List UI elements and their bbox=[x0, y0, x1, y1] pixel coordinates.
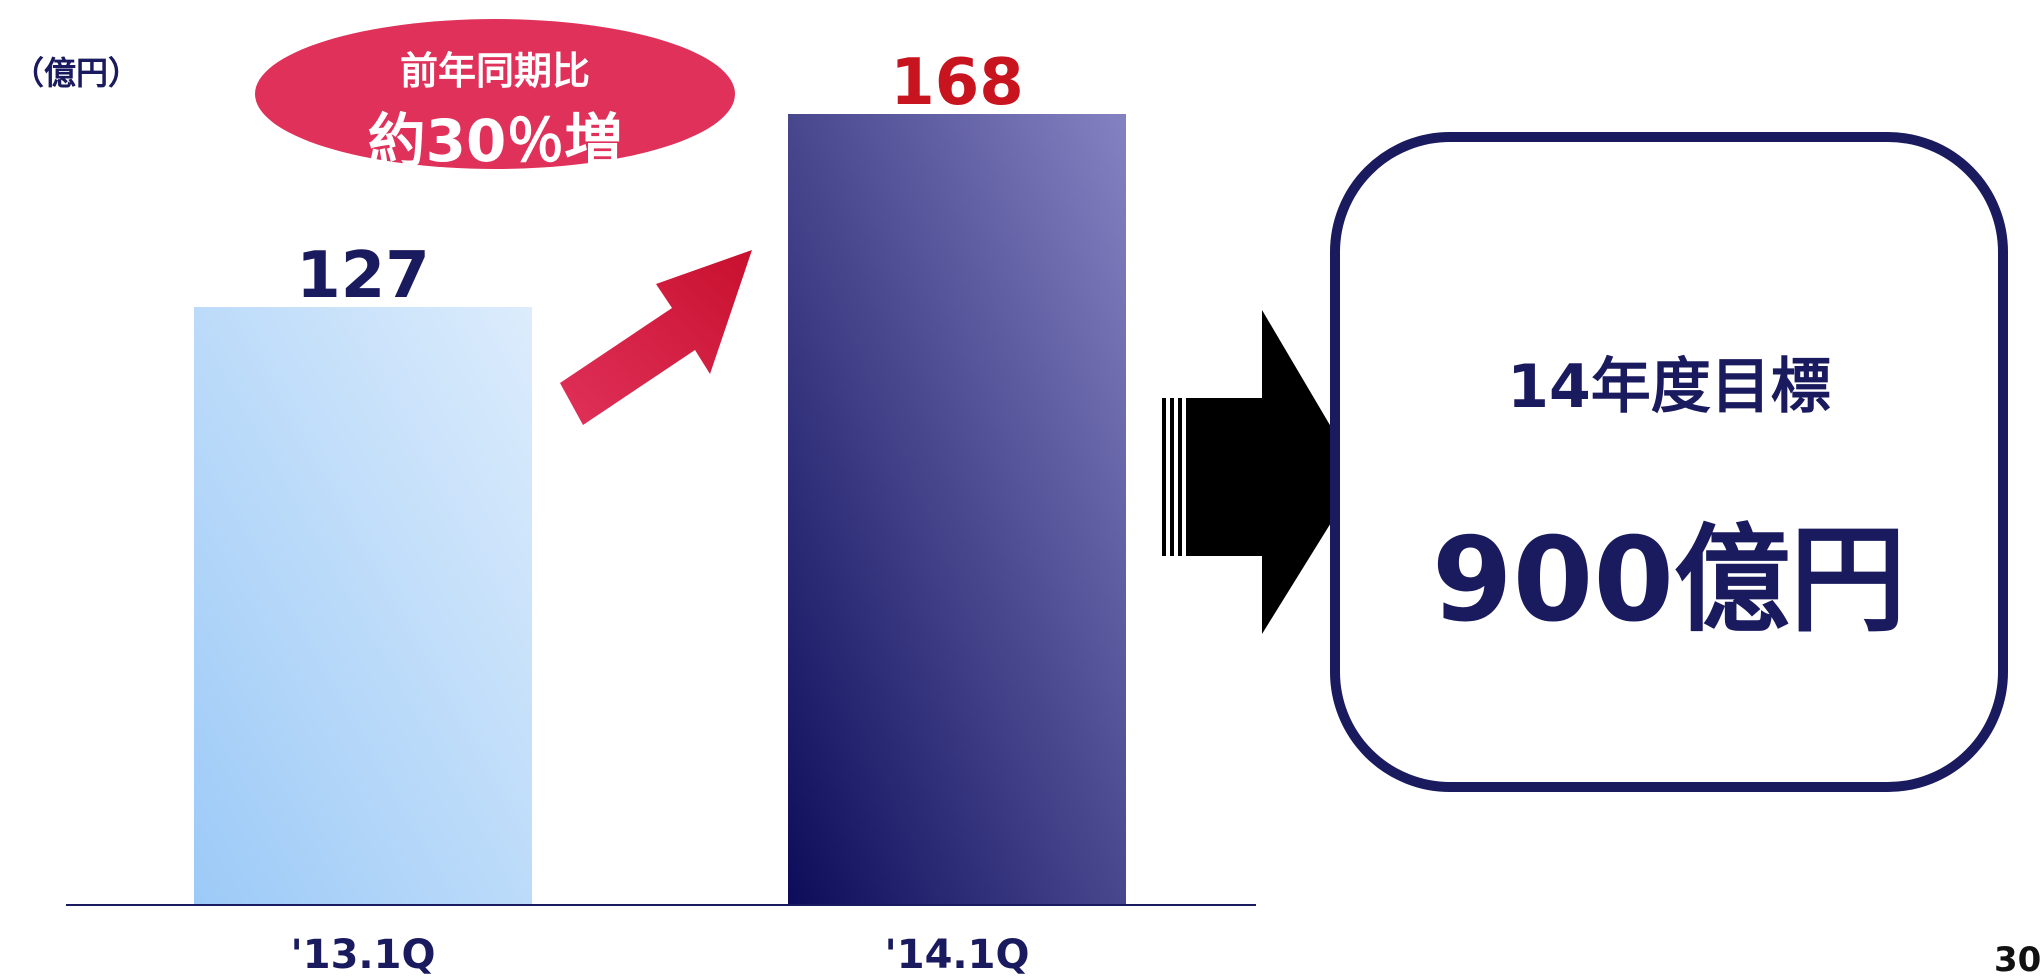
unit-label: （億円） bbox=[12, 54, 141, 92]
badge-ellipse bbox=[255, 19, 735, 169]
bar-1 bbox=[788, 114, 1126, 905]
page-number: 30 bbox=[1994, 940, 2040, 980]
category-label-1: '14.1Q bbox=[885, 932, 1030, 978]
big-right-arrow-icon bbox=[1162, 310, 1360, 634]
badge-growth-value: 約30％増 bbox=[367, 107, 623, 175]
data-label-0: 127 bbox=[296, 239, 430, 313]
target-box: 14年度目標 900億円 bbox=[1330, 132, 2008, 792]
increase-arrow-icon bbox=[560, 250, 752, 425]
target-value: 900億円 bbox=[1431, 513, 1907, 648]
growth-badge: 前年同期比 約30％増 bbox=[252, 16, 738, 175]
badge-yoy-label: 前年同期比 bbox=[399, 49, 590, 93]
bar-0 bbox=[194, 307, 532, 906]
data-label-1: 168 bbox=[890, 46, 1024, 120]
category-label-0: '13.1Q bbox=[291, 932, 436, 978]
target-title: 14年度目標 bbox=[1507, 352, 1831, 422]
